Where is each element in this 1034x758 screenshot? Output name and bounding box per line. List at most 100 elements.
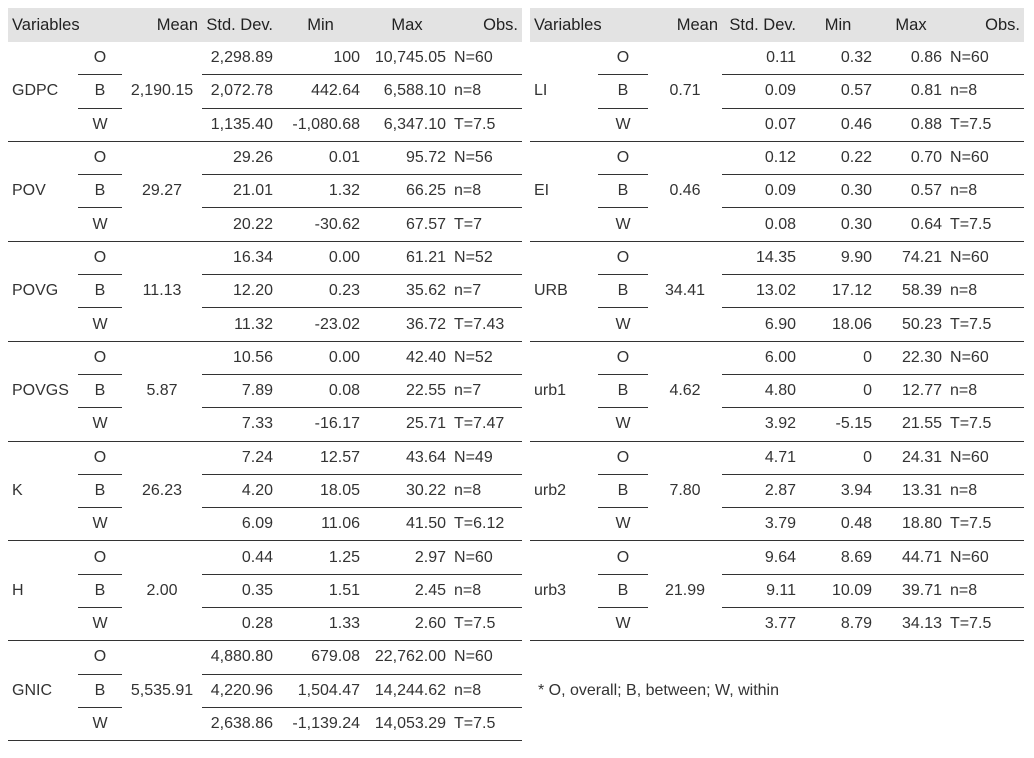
obs-value: n=8 [946, 174, 1025, 209]
component-label: B [598, 374, 649, 409]
max-value: 67.57 [364, 207, 451, 242]
obs-value: T=7.5 [946, 207, 1025, 242]
table-row: W 1,135.40 -1,080.68 6,347.10 T=7.5 [8, 108, 523, 142]
variable-name: GNIC [8, 640, 78, 742]
component-label: O [78, 42, 123, 76]
table-row: LI O 0.71 0.11 0.32 0.86 N=60 [530, 42, 1025, 142]
max-value: 21.55 [876, 407, 947, 442]
component-label: O [78, 640, 123, 675]
table-row: K O 26.23 7.24 12.57 43.64 N=49 [8, 441, 523, 542]
obs-value: n=8 [946, 574, 1025, 609]
variable-name: POVGS [8, 341, 78, 442]
std-dev-value: 6.90 [722, 307, 801, 342]
column-header: Std. Dev. [722, 8, 801, 42]
max-value: 74.21 [876, 241, 947, 276]
std-dev-value: 20.22 [202, 207, 278, 242]
obs-value: T=7.5 [946, 607, 1025, 642]
component-label: O [78, 241, 123, 276]
obs-value: T=7.5 [450, 108, 523, 142]
std-dev-value: 4,220.96 [202, 674, 278, 708]
obs-value: N=60 [946, 241, 1025, 276]
min-value: 1.33 [277, 607, 365, 642]
column-header: Max [364, 8, 451, 42]
min-value: 0.00 [277, 241, 365, 276]
table-row: B 7.89 0.08 22.55 n=7 [8, 374, 523, 409]
std-dev-value: 0.11 [722, 42, 801, 76]
obs-value: T=7.5 [946, 407, 1025, 442]
obs-value: n=8 [450, 674, 523, 708]
std-dev-value: 4.80 [722, 374, 801, 409]
variable-name: POV [8, 141, 78, 242]
component-label: W [598, 307, 649, 342]
mean-value: 26.23 [122, 441, 203, 542]
table-row: B 4.20 18.05 30.22 n=8 [8, 474, 523, 509]
min-value: 3.94 [800, 474, 877, 509]
obs-value: N=49 [450, 441, 523, 475]
column-header: Min [800, 8, 877, 42]
std-dev-value: 0.09 [722, 74, 801, 109]
column-header: Variables [8, 8, 123, 42]
table-row: W 6.09 11.06 41.50 T=6.12 [8, 507, 523, 542]
std-dev-value: 7.24 [202, 441, 278, 475]
component-label: W [598, 607, 649, 642]
min-value: 100 [277, 42, 365, 76]
table-row: B 0.35 1.51 2.45 n=8 [8, 574, 523, 609]
variable-name: POVG [8, 241, 78, 342]
obs-value: T=6.12 [450, 507, 523, 542]
footnote: * O, overall; B, between; W, within [538, 682, 779, 699]
mean-value: 4.62 [648, 341, 723, 442]
min-value: 0.23 [277, 274, 365, 309]
component-label: O [598, 42, 649, 76]
component-label: B [78, 474, 123, 509]
max-value: 2.97 [364, 540, 451, 575]
max-value: 0.88 [876, 108, 947, 142]
max-value: 22.30 [876, 341, 947, 375]
variable-name: URB [530, 241, 598, 342]
component-label: O [598, 540, 649, 575]
table-row: W 0.28 1.33 2.60 T=7.5 [8, 607, 523, 642]
table-row: W 2,638.86 -1,139.24 14,053.29 T=7.5 [8, 707, 523, 742]
std-dev-value: 21.01 [202, 174, 278, 209]
obs-value: n=7 [450, 374, 523, 409]
max-value: 14,244.62 [364, 674, 451, 708]
std-dev-value: 4.20 [202, 474, 278, 509]
obs-value: N=60 [946, 141, 1025, 176]
std-dev-value: 3.77 [722, 607, 801, 642]
max-value: 25.71 [364, 407, 451, 442]
max-value: 14,053.29 [364, 707, 451, 742]
std-dev-value: 6.09 [202, 507, 278, 542]
min-value: 0.57 [800, 74, 877, 109]
std-dev-value: 10.56 [202, 341, 278, 375]
table-row: W 20.22 -30.62 67.57 T=7 [8, 207, 523, 242]
std-dev-value: 6.00 [722, 341, 801, 375]
component-label: B [598, 74, 649, 109]
obs-value: n=8 [946, 74, 1025, 109]
obs-value: T=7.43 [450, 307, 523, 342]
max-value: 22,762.00 [364, 640, 451, 675]
max-value: 44.71 [876, 540, 947, 575]
obs-value: T=7.5 [946, 507, 1025, 542]
obs-value: n=8 [450, 174, 523, 209]
min-value: 0.46 [800, 108, 877, 142]
column-header: Std. Dev. [202, 8, 278, 42]
max-value: 39.71 [876, 574, 947, 609]
max-value: 6,347.10 [364, 108, 451, 142]
min-value: 10.09 [800, 574, 877, 609]
obs-value: T=7.5 [946, 108, 1025, 142]
mean-value: 0.46 [648, 141, 723, 242]
mean-value: 7.80 [648, 441, 723, 542]
min-value: -23.02 [277, 307, 365, 342]
variable-name: urb2 [530, 441, 598, 542]
table-row: urb1 O 4.62 6.00 0 22.30 N=60 [530, 341, 1025, 442]
max-value: 12.77 [876, 374, 947, 409]
max-value: 43.64 [364, 441, 451, 475]
component-label: W [78, 307, 123, 342]
max-value: 18.80 [876, 507, 947, 542]
obs-value: N=52 [450, 341, 523, 375]
variable-name: K [8, 441, 78, 542]
max-value: 58.39 [876, 274, 947, 309]
min-value: -16.17 [277, 407, 365, 442]
component-label: O [78, 141, 123, 176]
variable-name: urb3 [530, 540, 598, 642]
std-dev-value: 0.44 [202, 540, 278, 575]
